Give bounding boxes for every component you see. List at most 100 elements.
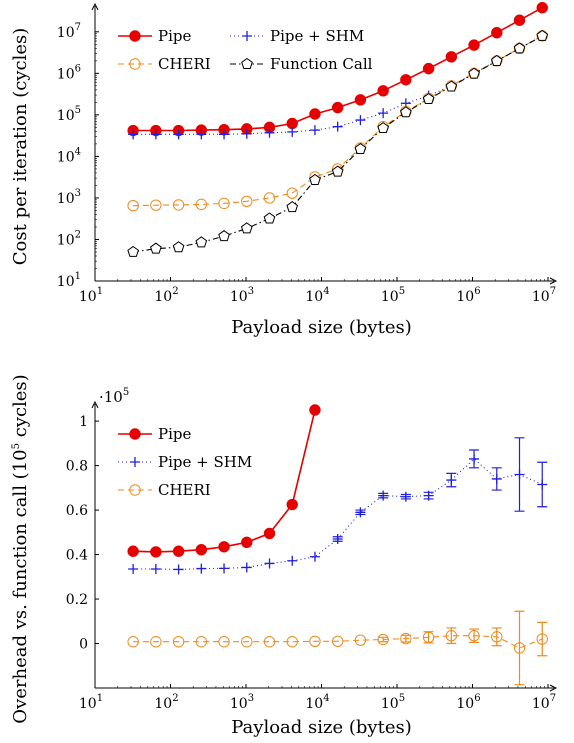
- legend-label: CHERI: [158, 481, 211, 499]
- data-point: [468, 67, 480, 79]
- data-point: [218, 636, 230, 648]
- data-point: [331, 165, 344, 177]
- data-point: [241, 536, 253, 549]
- bottom-series: [127, 404, 548, 686]
- data-point: [423, 490, 434, 501]
- data-point: [127, 545, 139, 557]
- data-point: [309, 173, 321, 185]
- series-cheri: [127, 610, 548, 686]
- data-point: [219, 563, 230, 574]
- legend-item: Pipe + SHM: [118, 453, 252, 471]
- data-point: [219, 129, 230, 140]
- data-point: [469, 453, 480, 464]
- bottom-legend: Pipe Pipe + SHM CHERI: [118, 425, 252, 499]
- data-point: [264, 127, 275, 138]
- data-point: [241, 195, 253, 207]
- legend-marker: [130, 457, 140, 467]
- series-pipe-shm: [128, 30, 548, 140]
- data-point: [331, 635, 344, 647]
- data-point: [491, 631, 503, 643]
- error-bar: [537, 621, 548, 657]
- data-point: [491, 27, 503, 39]
- y-axis-arrow: [91, 2, 99, 11]
- data-point: [195, 236, 208, 248]
- data-point: [400, 106, 412, 118]
- data-point: [172, 241, 185, 253]
- data-point: [400, 74, 412, 86]
- data-point: [536, 29, 549, 41]
- x-tick-label: 107: [532, 693, 556, 712]
- data-point: [218, 197, 230, 210]
- top-ticks: 101 102 103 104 105 106 107 101 102 103 104 105 106 1…: [57, 2, 558, 305]
- data-point: [378, 490, 389, 501]
- y-tick-label: 0.2: [66, 592, 88, 608]
- data-point: [513, 642, 526, 654]
- data-point: [241, 636, 253, 648]
- data-point: [128, 564, 139, 575]
- x-tick-label: 106: [456, 286, 480, 305]
- data-point: [491, 473, 502, 484]
- data-point: [445, 51, 458, 63]
- data-point: [287, 555, 298, 566]
- data-point: [241, 128, 252, 139]
- data-point: [196, 129, 207, 140]
- data-point: [150, 564, 161, 575]
- series-line: [133, 458, 543, 571]
- x-tick-label: 103: [230, 693, 254, 712]
- x-axis-arrow: [549, 277, 558, 285]
- x-tick-label: 104: [305, 286, 329, 305]
- data-point: [400, 632, 412, 645]
- data-point: [468, 39, 480, 51]
- top-series: [127, 2, 549, 257]
- legend-item: Function Call: [230, 55, 373, 73]
- legend-item: CHERI: [118, 55, 211, 73]
- legend-label: Pipe + SHM: [270, 27, 364, 45]
- x-tick-label: 103: [230, 286, 254, 305]
- data-point: [286, 187, 298, 199]
- data-point: [172, 545, 185, 557]
- error-bar: [514, 610, 525, 686]
- data-point: [355, 115, 366, 126]
- data-point: [468, 630, 480, 642]
- series-pipe: [127, 2, 548, 137]
- data-point: [378, 108, 389, 119]
- y-tick-label: 105: [57, 105, 81, 124]
- y-tick-label: 106: [57, 63, 81, 82]
- series-line: [133, 35, 543, 135]
- data-point: [150, 129, 161, 140]
- legend-marker: [129, 58, 141, 70]
- data-point: [377, 633, 389, 646]
- data-point: [332, 533, 343, 544]
- data-point: [263, 636, 276, 648]
- x-tick-label: 102: [154, 286, 178, 305]
- data-point: [309, 635, 321, 647]
- y-tick-label: 0: [79, 637, 88, 653]
- data-point: [332, 121, 343, 132]
- top-y-axis-label: Cost per iteration (cycles): [10, 28, 31, 265]
- data-point: [127, 245, 139, 257]
- data-point: [172, 199, 185, 211]
- data-point: [286, 636, 298, 648]
- x-tick-label: 101: [79, 693, 103, 712]
- data-point: [128, 129, 139, 140]
- data-point: [309, 551, 320, 562]
- series-line: [133, 635, 543, 649]
- y-tick-label: 0.8: [66, 459, 88, 475]
- x-tick-label: 106: [456, 693, 480, 712]
- data-point: [513, 42, 526, 54]
- data-point: [218, 541, 230, 553]
- data-point: [264, 558, 275, 569]
- data-point: [354, 94, 367, 106]
- x-tick-label: 102: [154, 693, 178, 712]
- data-point: [445, 80, 458, 92]
- x-tick-label: 105: [381, 286, 405, 305]
- data-point: [377, 85, 389, 97]
- top-chart: 101 102 103 104 105 106 107 101 102 103 104 105 106 1…: [10, 2, 558, 338]
- data-point: [536, 2, 548, 14]
- data-point: [446, 475, 457, 486]
- data-point: [127, 200, 139, 212]
- data-point: [309, 404, 321, 416]
- data-point: [218, 230, 230, 242]
- data-point: [263, 192, 276, 204]
- legend-item: Pipe + SHM: [230, 27, 364, 45]
